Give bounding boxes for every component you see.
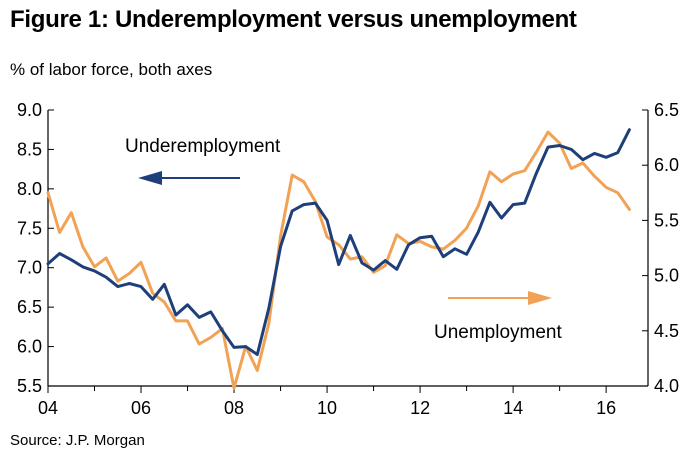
left-tick-label: 6.5	[17, 297, 42, 317]
left-tick-label: 6.0	[17, 337, 42, 357]
chart-subtitle: % of labor force, both axes	[10, 60, 213, 79]
right-tick-label: 4.0	[654, 376, 679, 396]
x-tick-label: 16	[596, 398, 616, 418]
right-tick-label: 5.0	[654, 266, 679, 286]
unemployment-annotation-label: Unemployment	[434, 322, 562, 343]
unemployment-series-line	[46, 130, 631, 390]
x-tick-label: 06	[131, 398, 151, 418]
left-tick-label: 8.5	[17, 139, 42, 159]
underemployment-annotation-label: Underemployment	[125, 136, 281, 157]
left-arrow-icon	[138, 171, 240, 185]
underemployment-series-line	[46, 128, 631, 356]
x-tick-label: 12	[410, 398, 430, 418]
right-arrow-icon	[448, 291, 552, 305]
x-tick-label: 14	[503, 398, 523, 418]
annotations: Underemployment Unemployment	[125, 136, 562, 343]
left-tick-label: 5.5	[17, 376, 42, 396]
right-tick-label: 4.5	[654, 321, 679, 341]
right-tick-label: 6.0	[654, 155, 679, 175]
x-tick-label: 08	[224, 398, 244, 418]
source-note: Source: J.P. Morgan	[10, 432, 145, 449]
left-tick-label: 9.0	[17, 100, 42, 120]
left-tick-label: 7.0	[17, 258, 42, 278]
chart-title: Figure 1: Underemployment versus unemplo…	[10, 6, 577, 33]
x-tick-label: 10	[317, 398, 337, 418]
right-tick-label: 6.5	[654, 100, 679, 120]
series-lines	[46, 128, 631, 390]
left-tick-label: 8.0	[17, 179, 42, 199]
axes: 5.5 6.0 6.5 7.0 7.5 8.0 8.5 9.0 4.0 4.5 5.0 5.5 6.0 6…	[17, 100, 679, 418]
right-tick-label: 5.5	[654, 210, 679, 230]
x-tick-label: 04	[38, 398, 58, 418]
left-tick-label: 7.5	[17, 218, 42, 238]
